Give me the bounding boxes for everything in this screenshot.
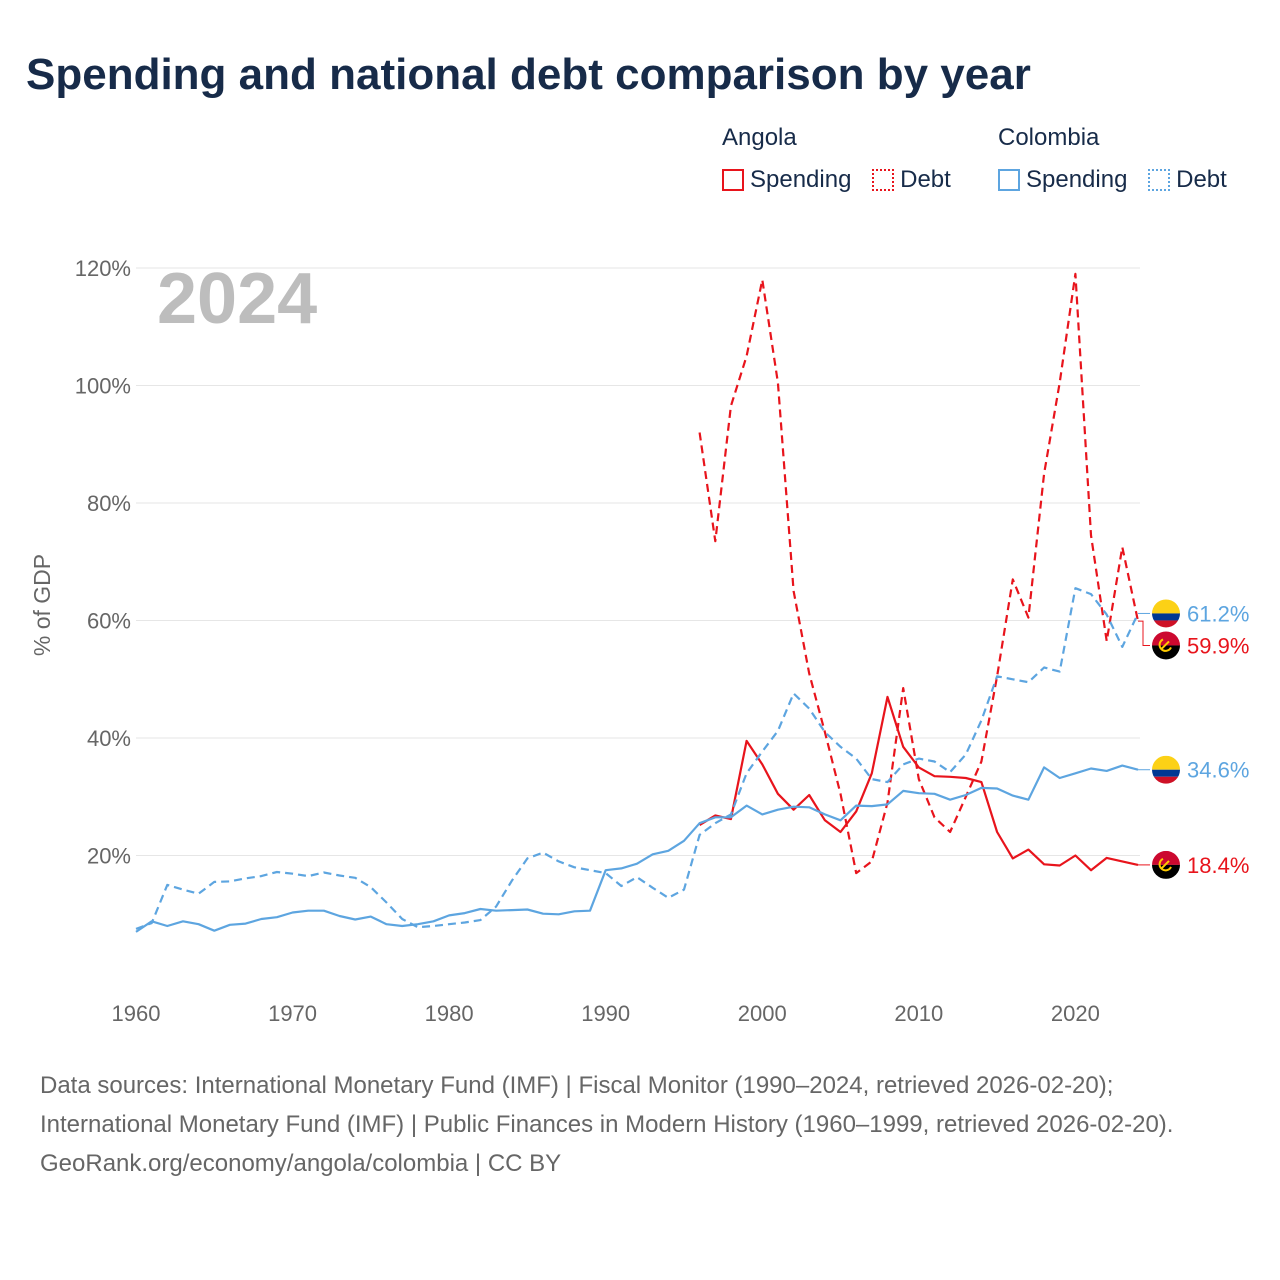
footer: Data sources: International Monetary Fun… (40, 1066, 1240, 1183)
series-line-colombia-spending[interactable] (135, 764, 1139, 933)
x-tick-label: 1970 (268, 1001, 317, 1026)
legend-colombia-debt[interactable]: Debt (1148, 166, 1227, 194)
colombia-flag-icon (1152, 755, 1180, 784)
legend-colombia-debt-label: Debt (1176, 166, 1227, 193)
x-tick-label: 1980 (425, 1001, 474, 1026)
legend-angola-debt[interactable]: Debt (872, 166, 951, 194)
spending-swatch-icon (722, 169, 744, 191)
y-tick-label: 60% (87, 609, 131, 634)
x-axis-ticks: 1960 1970 1980 1990 2000 2010 2020 (112, 1001, 1100, 1026)
chart-title: Spending and national debt comparison by… (26, 50, 1031, 99)
end-label-connector (1138, 620, 1150, 646)
legend-colombia-title: Colombia (998, 124, 1100, 151)
x-tick-label: 1990 (581, 1001, 630, 1026)
spending-swatch-icon (998, 169, 1020, 191)
legend-colombia-spending[interactable]: Spending (998, 166, 1127, 194)
series-layer (135, 272, 1140, 933)
legend-angola: Angola Spending Debt (722, 124, 965, 198)
legend-angola-spending-label: Spending (750, 166, 852, 193)
y-tick-label: 100% (75, 374, 131, 399)
end-value-label: 34.6% (1187, 758, 1249, 783)
series-line-angola-spending[interactable] (699, 695, 1139, 872)
y-axis-label: % of GDP (29, 554, 55, 656)
debt-swatch-icon (872, 169, 895, 191)
y-tick-label: 120% (75, 256, 131, 281)
colombia-flag-icon (1152, 599, 1180, 628)
angola-flag-icon (1152, 850, 1180, 879)
line-chart: 2024 20%40%60%80%100%120% 1960 1970 1980 19… (29, 256, 1249, 1026)
end-value-label: 61.2% (1187, 601, 1249, 626)
gridlines (136, 267, 1140, 856)
y-tick-label: 40% (87, 726, 131, 751)
y-axis-ticks: 20% 40% 60% 80% 100% 120% (75, 256, 131, 869)
legend-colombia: Colombia Spending Debt (998, 124, 1241, 198)
series-line-colombia-debt[interactable] (135, 587, 1139, 930)
x-tick-label: 1960 (112, 1001, 161, 1026)
x-tick-label: 2000 (738, 1001, 787, 1026)
x-tick-label: 2020 (1051, 1001, 1100, 1026)
end-labels: 61.2% 59.9% 34.6% 18.4% (1138, 599, 1249, 879)
y-tick-label: 20% (87, 844, 131, 869)
credit-link[interactable]: GeoRank.org/economy/angola/colombia | CC… (40, 1150, 562, 1177)
legend-colombia-spending-label: Spending (1026, 166, 1128, 193)
series-line-angola-debt[interactable] (698, 272, 1140, 875)
legend-angola-spending[interactable]: Spending (722, 166, 851, 194)
end-value-label: 59.9% (1187, 633, 1249, 658)
x-tick-label: 2010 (894, 1001, 943, 1026)
legend-angola-title: Angola (722, 124, 797, 151)
debt-swatch-icon (1148, 169, 1171, 191)
y-tick-label: 80% (87, 491, 131, 516)
angola-flag-icon (1152, 631, 1180, 660)
year-watermark: 2024 (157, 259, 317, 339)
data-sources: Data sources: International Monetary Fun… (40, 1072, 1174, 1138)
legend-angola-debt-label: Debt (900, 166, 951, 193)
end-value-label: 18.4% (1187, 853, 1249, 878)
